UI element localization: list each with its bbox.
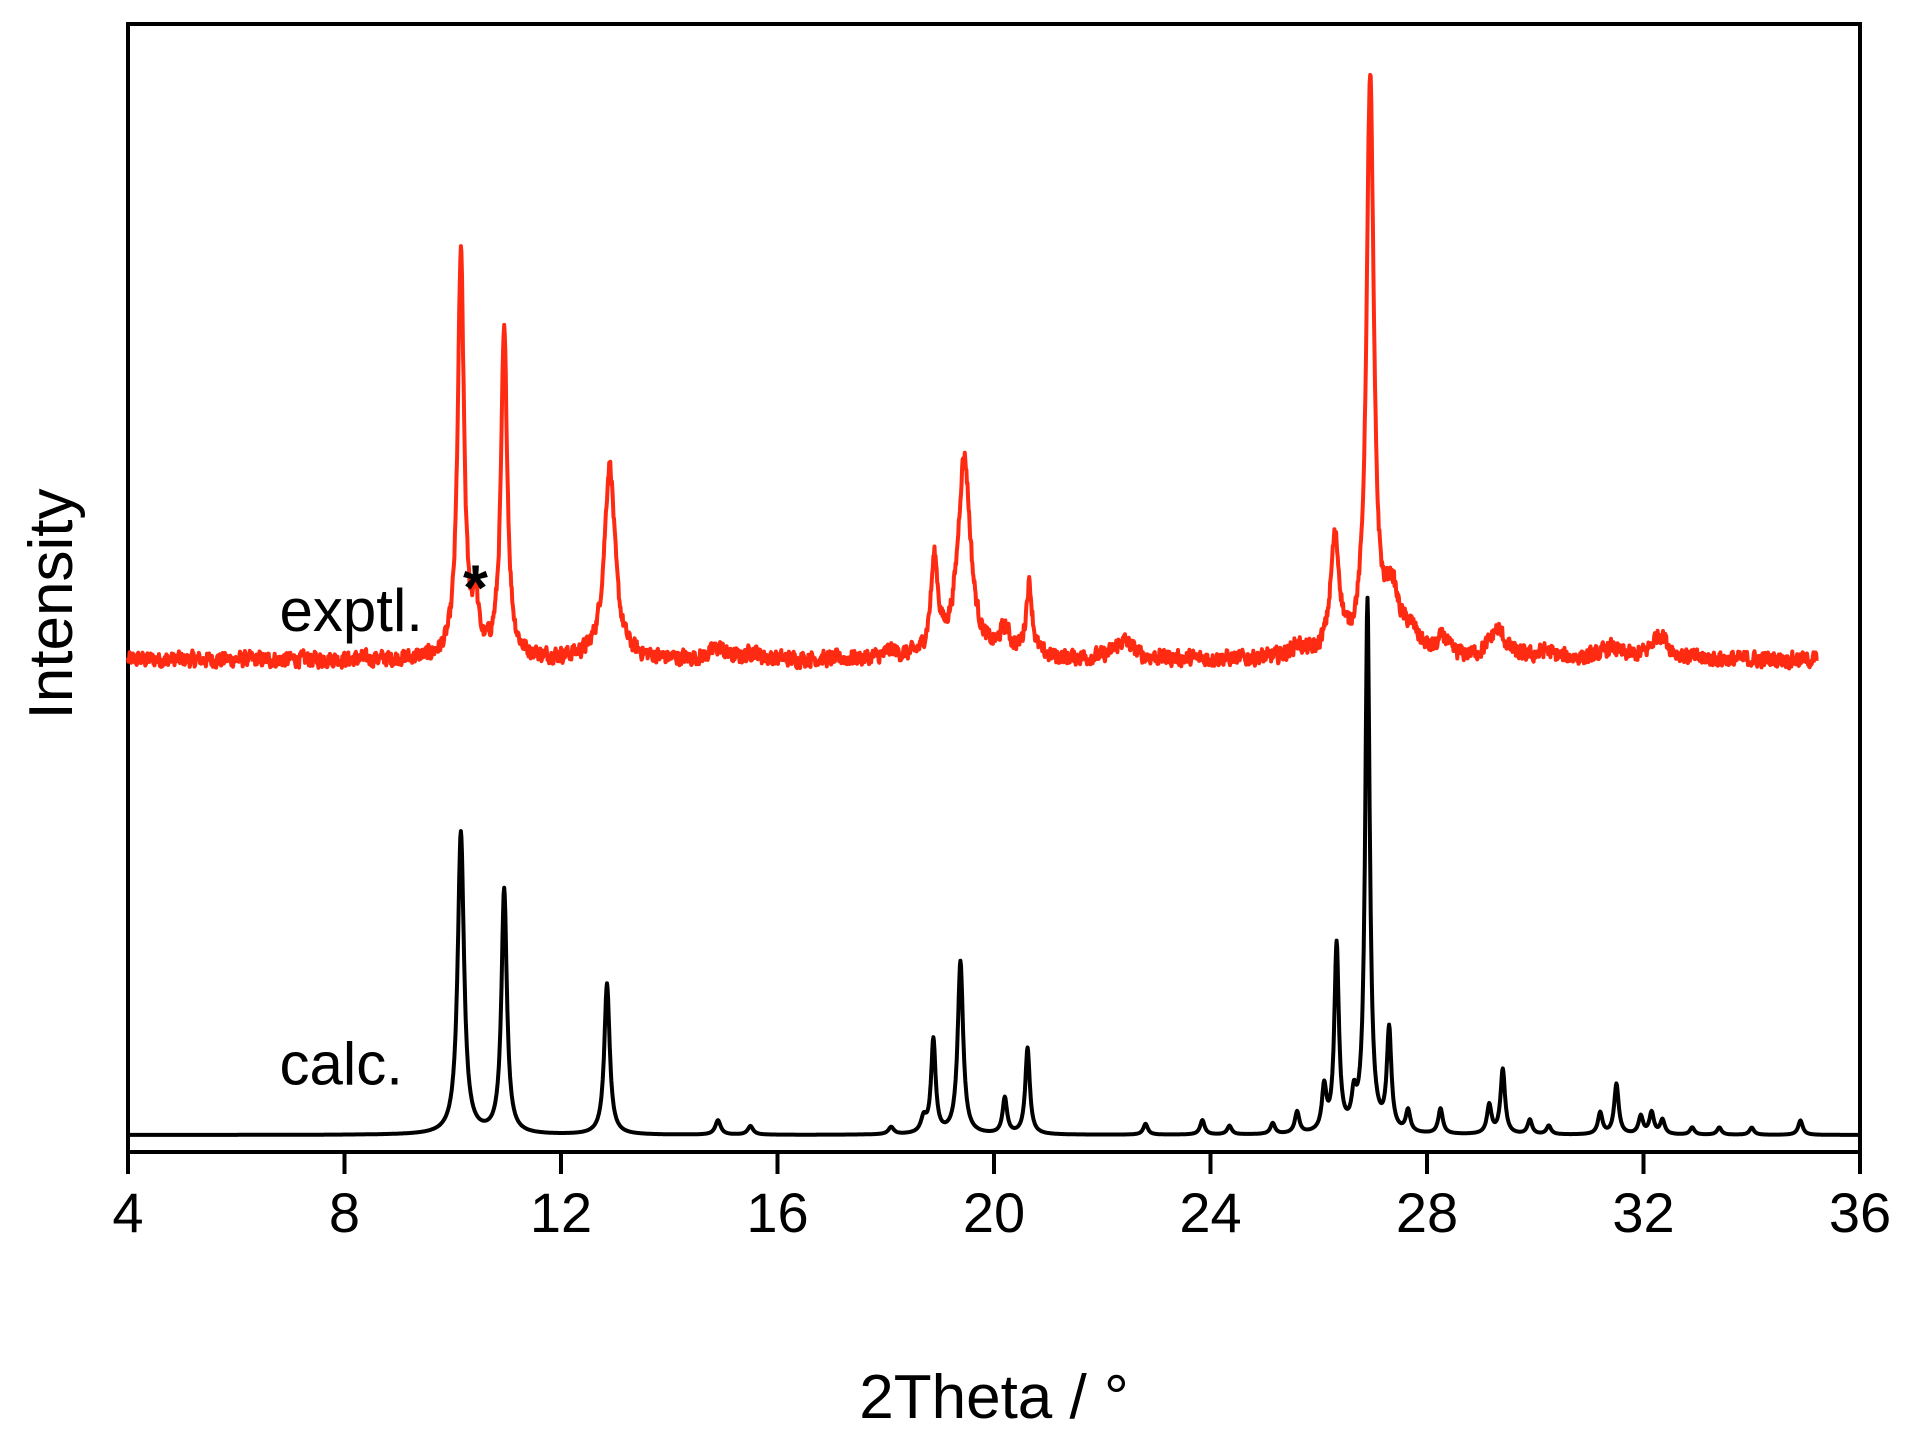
- x-tick-label-24: 24: [1179, 1181, 1241, 1244]
- x-tick-label-16: 16: [746, 1181, 808, 1244]
- x-tick-label-4: 4: [112, 1181, 143, 1244]
- series-calc: [126, 595, 1862, 1137]
- x-axis-title: 2Theta / °: [859, 1363, 1129, 1430]
- series-label-calc: calc.: [280, 1031, 403, 1098]
- x-tick-labels: 4 8 12 16 20 24 28 32 36: [112, 1181, 1891, 1244]
- x-tick-label-36: 36: [1829, 1181, 1891, 1244]
- x-tick-label-12: 12: [530, 1181, 592, 1244]
- x-tick-label-32: 32: [1612, 1181, 1674, 1244]
- series-exptl: [126, 72, 1819, 671]
- x-tick-label-8: 8: [329, 1181, 360, 1244]
- y-axis-title: Intensity: [17, 489, 86, 720]
- x-ticks: [126, 1152, 1862, 1174]
- x-tick-label-20: 20: [963, 1181, 1025, 1244]
- x-tick-label-28: 28: [1396, 1181, 1458, 1244]
- series-label-exptl: exptl.: [280, 577, 423, 644]
- traces: [126, 72, 1862, 1137]
- impurity-marker: *: [463, 551, 488, 623]
- annotations: exptl. calc. *: [280, 551, 488, 1097]
